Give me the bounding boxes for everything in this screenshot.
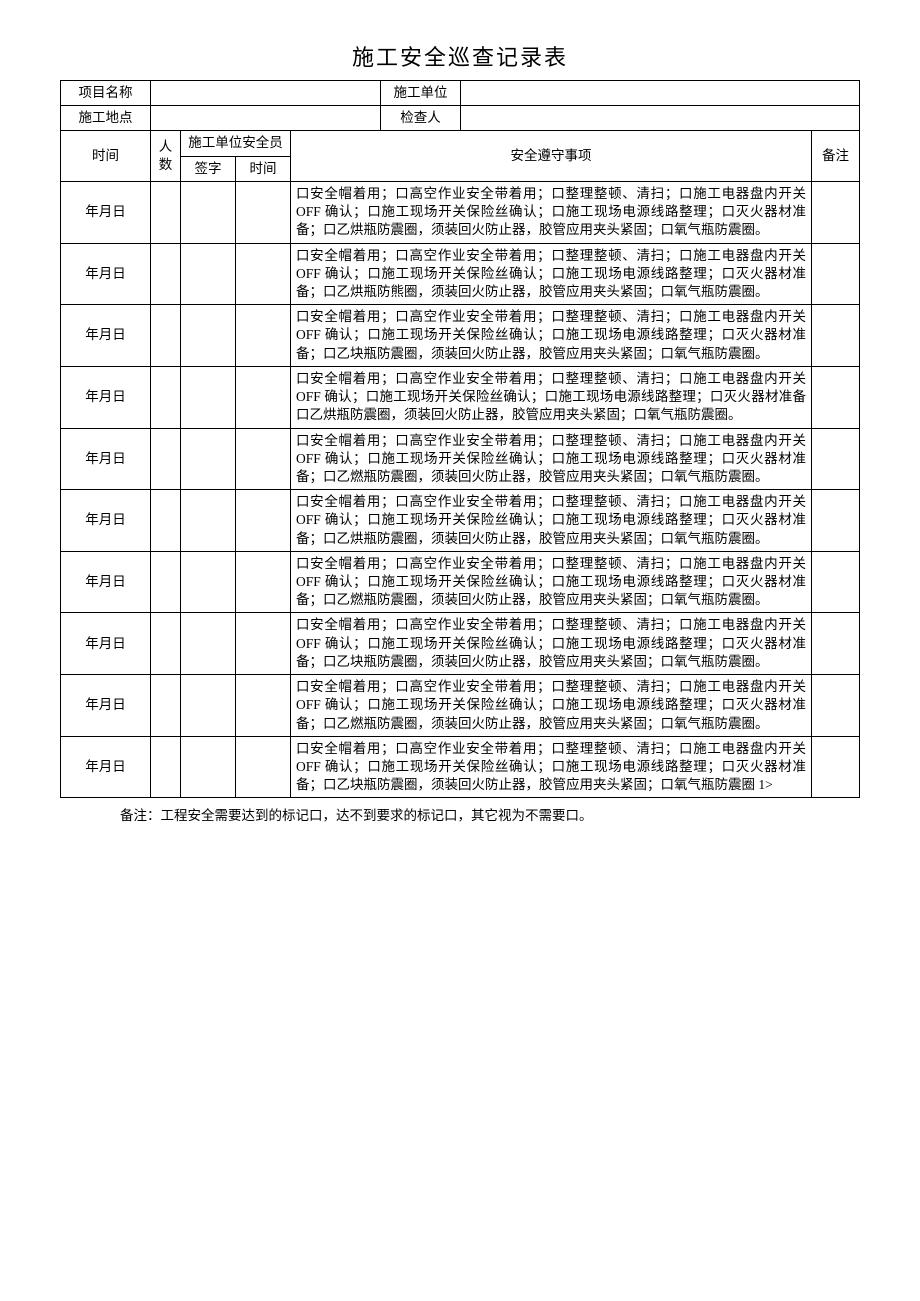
cell-time: 年月日 — [61, 243, 151, 305]
col-people: 人数 — [151, 131, 181, 181]
cell-safety: 口安全帽着用；口高空作业安全带着用；口整理整顿、清扫；口施工电器盘内开关 OFF… — [291, 366, 812, 428]
cell-time: 年月日 — [61, 675, 151, 737]
cell-safety: 口安全帽着用；口高空作业安全带着用；口整理整顿、清扫；口施工电器盘内开关 OFF… — [291, 490, 812, 552]
cell-remark — [812, 675, 860, 737]
construction-unit-label: 施工单位 — [381, 81, 461, 106]
col-safety-items: 安全遵守事项 — [291, 131, 812, 181]
cell-time: 年月日 — [61, 428, 151, 490]
col-time: 时间 — [61, 131, 151, 181]
cell-sign-time — [236, 305, 291, 367]
cell-time: 年月日 — [61, 181, 151, 243]
cell-people — [151, 366, 181, 428]
cell-sign-time — [236, 490, 291, 552]
page-title: 施工安全巡查记录表 — [60, 40, 860, 72]
cell-people — [151, 551, 181, 613]
cell-people — [151, 613, 181, 675]
cell-safety: 口安全帽着用；口高空作业安全带着用；口整理整顿、清扫；口施工电器盘内开关 OFF… — [291, 736, 812, 798]
project-name-label: 项目名称 — [61, 81, 151, 106]
table-row: 年月日 口安全帽着用；口高空作业安全带着用；口整理整顿、清扫；口施工电器盘内开关 … — [61, 613, 860, 675]
cell-remark — [812, 366, 860, 428]
cell-sign — [181, 490, 236, 552]
cell-remark — [812, 305, 860, 367]
table-row: 年月日 口安全帽着用；口高空作业安全带着用；口整理整顿、清扫；口施工电器盘内开关 … — [61, 366, 860, 428]
cell-sign — [181, 675, 236, 737]
cell-time: 年月日 — [61, 736, 151, 798]
cell-time: 年月日 — [61, 490, 151, 552]
cell-time: 年月日 — [61, 366, 151, 428]
cell-remark — [812, 243, 860, 305]
col-remark: 备注 — [812, 131, 860, 181]
table-row: 年月日 口安全帽着用；口高空作业安全带着用；口整理整顿、清扫；口施工电器盘内开关 … — [61, 675, 860, 737]
table-row: 年月日 口安全帽着用；口高空作业安全带着用；口整理整顿、清扫；口施工电器盘内开关 … — [61, 490, 860, 552]
header-row-2: 施工地点 检查人 — [61, 106, 860, 131]
cell-sign-time — [236, 551, 291, 613]
cell-remark — [812, 490, 860, 552]
construction-site-value — [151, 106, 381, 131]
cell-remark — [812, 551, 860, 613]
construction-site-label: 施工地点 — [61, 106, 151, 131]
table-row: 年月日 口安全帽着用；口高空作业安全带着用；口整理整顿、清扫；口施工电器盘内开关 … — [61, 428, 860, 490]
cell-people — [151, 428, 181, 490]
cell-safety: 口安全帽着用；口高空作业安全带着用；口整理整顿、清扫；口施工电器盘内开关 OFF… — [291, 613, 812, 675]
cell-remark — [812, 181, 860, 243]
cell-sign — [181, 551, 236, 613]
cell-time: 年月日 — [61, 613, 151, 675]
cell-sign-time — [236, 243, 291, 305]
cell-safety: 口安全帽着用；口高空作业安全带着用；口整理整顿、清扫；口施工电器盘内开关 OFF… — [291, 243, 812, 305]
cell-sign-time — [236, 428, 291, 490]
header-row-1: 项目名称 施工单位 — [61, 81, 860, 106]
cell-people — [151, 736, 181, 798]
cell-remark — [812, 613, 860, 675]
cell-sign-time — [236, 366, 291, 428]
cell-sign — [181, 305, 236, 367]
cell-sign — [181, 181, 236, 243]
cell-sign — [181, 243, 236, 305]
cell-time: 年月日 — [61, 551, 151, 613]
cell-remark — [812, 428, 860, 490]
table-row: 年月日 口安全帽着用；口高空作业安全带着用；口整理整顿、清扫；口施工电器盘内开关 … — [61, 181, 860, 243]
inspection-table: 项目名称 施工单位 施工地点 检查人 时间 人数 施工单位安全员 安全遵守事项 … — [60, 80, 860, 798]
construction-unit-value — [461, 81, 860, 106]
table-row: 年月日 口安全帽着用；口高空作业安全带着用；口整理整顿、清扫；口施工电器盘内开关 … — [61, 305, 860, 367]
col-sign-time: 时间 — [236, 156, 291, 181]
cell-sign — [181, 428, 236, 490]
cell-people — [151, 181, 181, 243]
cell-sign-time — [236, 181, 291, 243]
cell-safety: 口安全帽着用；口高空作业安全带着用；口整理整顿、清扫；口施工电器盘内开关 OFF… — [291, 428, 812, 490]
cell-sign — [181, 366, 236, 428]
cell-people — [151, 305, 181, 367]
cell-remark — [812, 736, 860, 798]
cell-sign-time — [236, 613, 291, 675]
table-row: 年月日 口安全帽着用；口高空作业安全带着用；口整理整顿、清扫；口施工电器盘内开关 … — [61, 551, 860, 613]
cell-people — [151, 675, 181, 737]
cell-sign-time — [236, 675, 291, 737]
cell-safety: 口安全帽着用；口高空作业安全带着用；口整理整顿、清扫；口施工电器盘内开关 OFF… — [291, 551, 812, 613]
cell-safety: 口安全帽着用；口高空作业安全带着用；口整理整顿、清扫；口施工电器盘内开关 OFF… — [291, 675, 812, 737]
cell-safety: 口安全帽着用；口高空作业安全带着用；口整理整顿、清扫；口施工电器盘内开关 OFF… — [291, 305, 812, 367]
page: 施工安全巡查记录表 项目名称 施工单位 施工地点 检查人 时间 — [60, 40, 860, 824]
table-row: 年月日 口安全帽着用；口高空作业安全带着用；口整理整顿、清扫；口施工电器盘内开关 … — [61, 736, 860, 798]
cell-time: 年月日 — [61, 305, 151, 367]
col-safety-officer: 施工单位安全员 — [181, 131, 291, 156]
cell-people — [151, 243, 181, 305]
col-sign: 签字 — [181, 156, 236, 181]
inspector-value — [461, 106, 860, 131]
column-header-row-1: 时间 人数 施工单位安全员 安全遵守事项 备注 — [61, 131, 860, 156]
cell-people — [151, 490, 181, 552]
cell-sign — [181, 613, 236, 675]
project-name-value — [151, 81, 381, 106]
cell-sign-time — [236, 736, 291, 798]
inspector-label: 检查人 — [381, 106, 461, 131]
table-row: 年月日 口安全帽着用；口高空作业安全带着用；口整理整顿、清扫；口施工电器盘内开关 … — [61, 243, 860, 305]
footnote: 备注：工程安全需要达到的标记口，达不到要求的标记口，其它视为不需要口。 — [60, 804, 860, 824]
cell-safety: 口安全帽着用；口高空作业安全带着用；口整理整顿、清扫；口施工电器盘内开关 OFF… — [291, 181, 812, 243]
cell-sign — [181, 736, 236, 798]
